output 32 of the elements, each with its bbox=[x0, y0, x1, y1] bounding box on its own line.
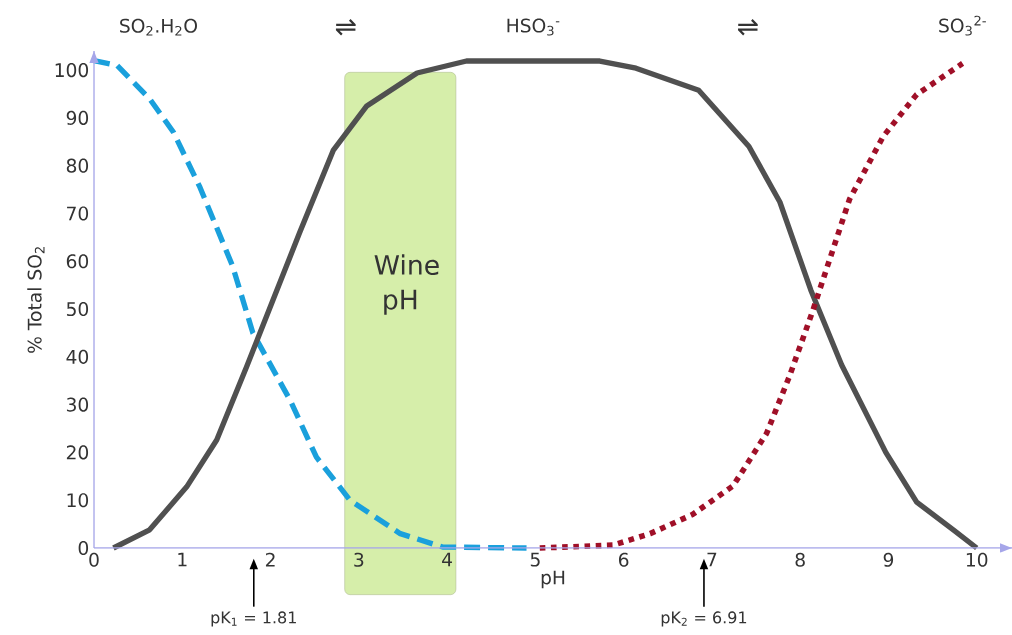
x-tick-label: 7 bbox=[707, 552, 717, 567]
series-label: SO$_{3}$2- bbox=[939, 15, 986, 36]
y-tick-label: 0 bbox=[78, 540, 89, 556]
series-label: SO$_{2}$.H$_{2}$O bbox=[120, 18, 197, 36]
y-tick-label: 30 bbox=[66, 397, 89, 412]
x-tick-label: 5 bbox=[530, 552, 540, 567]
x-tick-label: 4 bbox=[442, 552, 452, 567]
text: ⇌ bbox=[335, 19, 356, 36]
series-label: HSO$_{3}$- bbox=[507, 18, 560, 36]
x-tick-label: 9 bbox=[883, 552, 894, 567]
x-tick-label: 0 bbox=[89, 552, 99, 567]
y-tick-label: 80 bbox=[66, 158, 89, 173]
ref-line-label: pK$_{1}$ = 1.81 bbox=[211, 611, 296, 627]
y-tick-label: 40 bbox=[66, 349, 89, 364]
x-tick-label: 10 bbox=[966, 552, 988, 567]
x-axis-title: pH bbox=[541, 570, 565, 589]
y-tick-label: 60 bbox=[66, 254, 89, 269]
x-tick-label: 1 bbox=[178, 552, 187, 567]
y-tick-label: 70 bbox=[67, 206, 89, 221]
y-tick-label: 20 bbox=[66, 445, 89, 460]
x-tick-label: 3 bbox=[354, 552, 364, 567]
ref-line-label: pK$_{2}$ = 6.91 bbox=[661, 611, 747, 627]
band-label: Wine pH bbox=[374, 254, 439, 315]
y-tick-label: 90 bbox=[66, 110, 89, 125]
x-tick-label: 2 bbox=[265, 552, 275, 567]
y-tick-label: 100 bbox=[55, 63, 89, 78]
x-tick-label: 8 bbox=[795, 552, 805, 567]
y-tick-label: 10 bbox=[67, 493, 89, 508]
x-tick-label: 6 bbox=[618, 552, 629, 567]
y-tick-label: 50 bbox=[66, 301, 89, 317]
y-axis-title: % Total SO$_{2}$ bbox=[27, 247, 45, 353]
text: ⇌ bbox=[737, 19, 758, 36]
